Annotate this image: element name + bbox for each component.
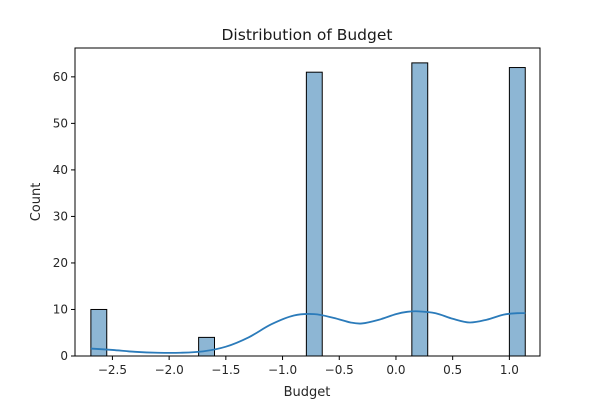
- x-tick-label: 0.5: [443, 363, 462, 377]
- y-tick-label: 40: [53, 163, 68, 177]
- x-axis-label: Budget: [284, 385, 331, 400]
- histogram-bar: [198, 336, 215, 357]
- x-tick-label: −2.5: [98, 363, 127, 377]
- plot-frame: [74, 47, 541, 357]
- bars-layer: [90, 62, 526, 357]
- chart-title: Distribution of Budget: [222, 26, 393, 44]
- x-axis-ticks: −2.5 −2.0 −1.5 −1.0 −0.5 0.0 0.5 1.0: [98, 356, 519, 377]
- y-axis-label: Count: [29, 183, 44, 222]
- x-tick-label: −2.0: [155, 363, 184, 377]
- y-axis-ticks: 0 10 20 30 40 50 60: [53, 70, 75, 363]
- y-tick-label: 20: [53, 256, 68, 270]
- x-tick-label: 1.0: [500, 363, 519, 377]
- x-tick-label: −1.5: [211, 363, 240, 377]
- y-tick-label: 50: [53, 116, 68, 130]
- x-tick-label: −0.5: [325, 363, 354, 377]
- y-tick-label: 30: [53, 209, 68, 223]
- kde-layer: [90, 310, 526, 354]
- y-tick-label: 60: [53, 70, 68, 84]
- kde-curve: [90, 310, 526, 354]
- y-tick-label: 0: [60, 349, 68, 363]
- y-tick-label: 10: [53, 302, 68, 316]
- x-tick-label: −1.0: [268, 363, 297, 377]
- x-tick-label: 0.0: [386, 363, 405, 377]
